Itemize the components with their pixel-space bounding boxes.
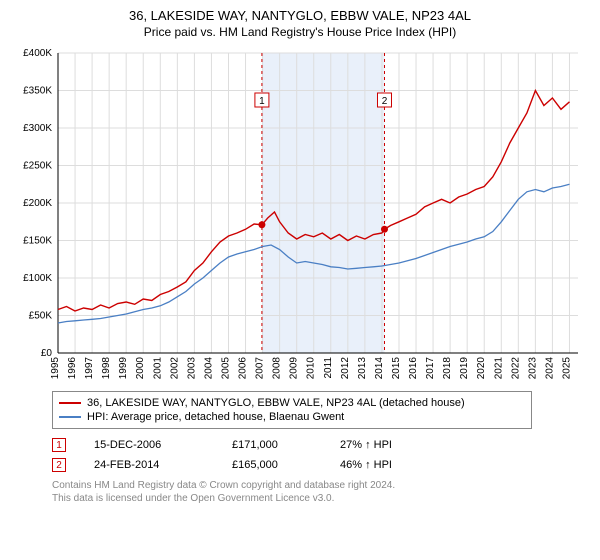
transaction-date: 24-FEB-2014 bbox=[94, 459, 204, 471]
transaction-date: 15-DEC-2006 bbox=[94, 439, 204, 451]
chart-subtitle: Price paid vs. HM Land Registry's House … bbox=[12, 25, 588, 39]
svg-text:2006: 2006 bbox=[238, 357, 249, 380]
transaction-price: £171,000 bbox=[232, 439, 312, 451]
svg-text:2017: 2017 bbox=[425, 357, 436, 380]
transaction-hpi: 46% ↑ HPI bbox=[340, 459, 440, 471]
svg-text:£200K: £200K bbox=[23, 198, 52, 209]
svg-text:2010: 2010 bbox=[306, 357, 317, 380]
svg-text:2009: 2009 bbox=[289, 357, 300, 380]
footer-line: This data is licensed under the Open Gov… bbox=[52, 492, 588, 505]
svg-text:2011: 2011 bbox=[323, 357, 334, 379]
line-chart-svg: £0£50K£100K£150K£200K£250K£300K£350K£400… bbox=[12, 45, 588, 385]
legend-swatch bbox=[59, 402, 81, 404]
legend: 36, LAKESIDE WAY, NANTYGLO, EBBW VALE, N… bbox=[52, 391, 532, 429]
legend-swatch bbox=[59, 416, 81, 418]
chart-title: 36, LAKESIDE WAY, NANTYGLO, EBBW VALE, N… bbox=[12, 8, 588, 23]
svg-text:£50K: £50K bbox=[29, 311, 53, 322]
svg-text:£100K: £100K bbox=[23, 273, 52, 284]
svg-text:2018: 2018 bbox=[442, 357, 453, 380]
svg-text:2001: 2001 bbox=[152, 357, 163, 380]
svg-text:2004: 2004 bbox=[203, 357, 214, 380]
svg-text:£250K: £250K bbox=[23, 161, 52, 172]
svg-text:1998: 1998 bbox=[101, 357, 112, 380]
svg-text:2007: 2007 bbox=[255, 357, 266, 380]
svg-text:1999: 1999 bbox=[118, 357, 129, 380]
svg-text:2020: 2020 bbox=[476, 357, 487, 380]
svg-text:2024: 2024 bbox=[544, 357, 555, 380]
transaction-marker: 2 bbox=[52, 458, 66, 472]
svg-text:2019: 2019 bbox=[459, 357, 470, 380]
svg-text:2022: 2022 bbox=[510, 357, 521, 380]
footer-attribution: Contains HM Land Registry data © Crown c… bbox=[52, 479, 588, 505]
legend-label: HPI: Average price, detached house, Blae… bbox=[87, 411, 344, 423]
footer-line: Contains HM Land Registry data © Crown c… bbox=[52, 479, 588, 492]
legend-item: HPI: Average price, detached house, Blae… bbox=[59, 410, 525, 424]
svg-text:2014: 2014 bbox=[374, 357, 385, 380]
legend-label: 36, LAKESIDE WAY, NANTYGLO, EBBW VALE, N… bbox=[87, 397, 465, 409]
svg-text:2002: 2002 bbox=[169, 357, 180, 380]
svg-text:1997: 1997 bbox=[84, 357, 95, 380]
svg-text:2012: 2012 bbox=[340, 357, 351, 380]
svg-text:2008: 2008 bbox=[272, 357, 283, 380]
transaction-marker: 1 bbox=[52, 438, 66, 452]
svg-text:2016: 2016 bbox=[408, 357, 419, 380]
svg-text:2015: 2015 bbox=[391, 357, 402, 380]
chart-plot-area: £0£50K£100K£150K£200K£250K£300K£350K£400… bbox=[12, 45, 588, 385]
svg-text:2021: 2021 bbox=[493, 357, 504, 380]
transaction-table: 1 15-DEC-2006 £171,000 27% ↑ HPI 2 24-FE… bbox=[52, 435, 588, 475]
transaction-row: 2 24-FEB-2014 £165,000 46% ↑ HPI bbox=[52, 455, 588, 475]
svg-text:2013: 2013 bbox=[357, 357, 368, 380]
svg-text:2025: 2025 bbox=[561, 357, 572, 380]
svg-text:1: 1 bbox=[259, 96, 265, 107]
svg-text:2023: 2023 bbox=[527, 357, 538, 380]
svg-text:2000: 2000 bbox=[135, 357, 146, 380]
svg-text:£300K: £300K bbox=[23, 123, 52, 134]
transaction-hpi: 27% ↑ HPI bbox=[340, 439, 440, 451]
svg-text:2005: 2005 bbox=[220, 357, 231, 380]
svg-text:1996: 1996 bbox=[67, 357, 78, 380]
svg-text:£350K: £350K bbox=[23, 86, 52, 97]
legend-item: 36, LAKESIDE WAY, NANTYGLO, EBBW VALE, N… bbox=[59, 396, 525, 410]
svg-text:£400K: £400K bbox=[23, 48, 52, 59]
svg-text:£150K: £150K bbox=[23, 236, 52, 247]
svg-text:2003: 2003 bbox=[186, 357, 197, 380]
transaction-price: £165,000 bbox=[232, 459, 312, 471]
svg-text:2: 2 bbox=[382, 96, 388, 107]
transaction-row: 1 15-DEC-2006 £171,000 27% ↑ HPI bbox=[52, 435, 588, 455]
svg-text:1995: 1995 bbox=[50, 357, 61, 380]
chart-container: 36, LAKESIDE WAY, NANTYGLO, EBBW VALE, N… bbox=[0, 0, 600, 511]
